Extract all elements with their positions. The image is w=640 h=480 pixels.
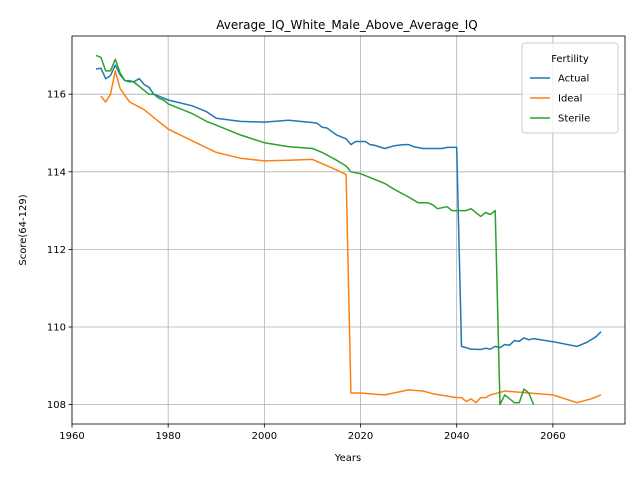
y-tick-label: 112: [47, 245, 66, 256]
y-tick-label: 110: [47, 323, 66, 334]
x-tick-label: 2000: [252, 431, 277, 442]
series-lines: [95, 54, 602, 406]
x-axis-label: Years: [334, 453, 361, 464]
series-line-actual: [95, 64, 602, 351]
y-tick-label: 114: [47, 167, 66, 178]
x-tick-label: 2060: [540, 431, 565, 442]
x-tick-label: 2040: [444, 431, 469, 442]
x-tick-label: 1980: [155, 431, 180, 442]
y-axis-label: Score(64-129): [18, 194, 29, 265]
legend-title: Fertility: [551, 54, 589, 65]
legend: Fertility Actual Ideal Sterile: [521, 42, 619, 134]
chart-title: Average_IQ_White_Male_Above_Average_IQ: [216, 18, 478, 32]
y-tick-label: 108: [47, 400, 66, 411]
axis-ticks: 1960 1980 2000 2020 2040 2060 108 110 112 114 116: [47, 90, 566, 442]
legend-label-actual: Actual: [558, 74, 589, 85]
series-line-ideal: [100, 70, 602, 404]
legend-box: [521, 42, 619, 134]
y-tick-label: 116: [47, 90, 66, 101]
plot-area-frame: [71, 35, 626, 425]
legend-label-sterile: Sterile: [558, 114, 590, 125]
x-tick-label: 2020: [348, 431, 373, 442]
series-line-sterile: [95, 54, 535, 406]
legend-label-ideal: Ideal: [558, 94, 582, 105]
x-tick-label: 1960: [59, 431, 84, 442]
